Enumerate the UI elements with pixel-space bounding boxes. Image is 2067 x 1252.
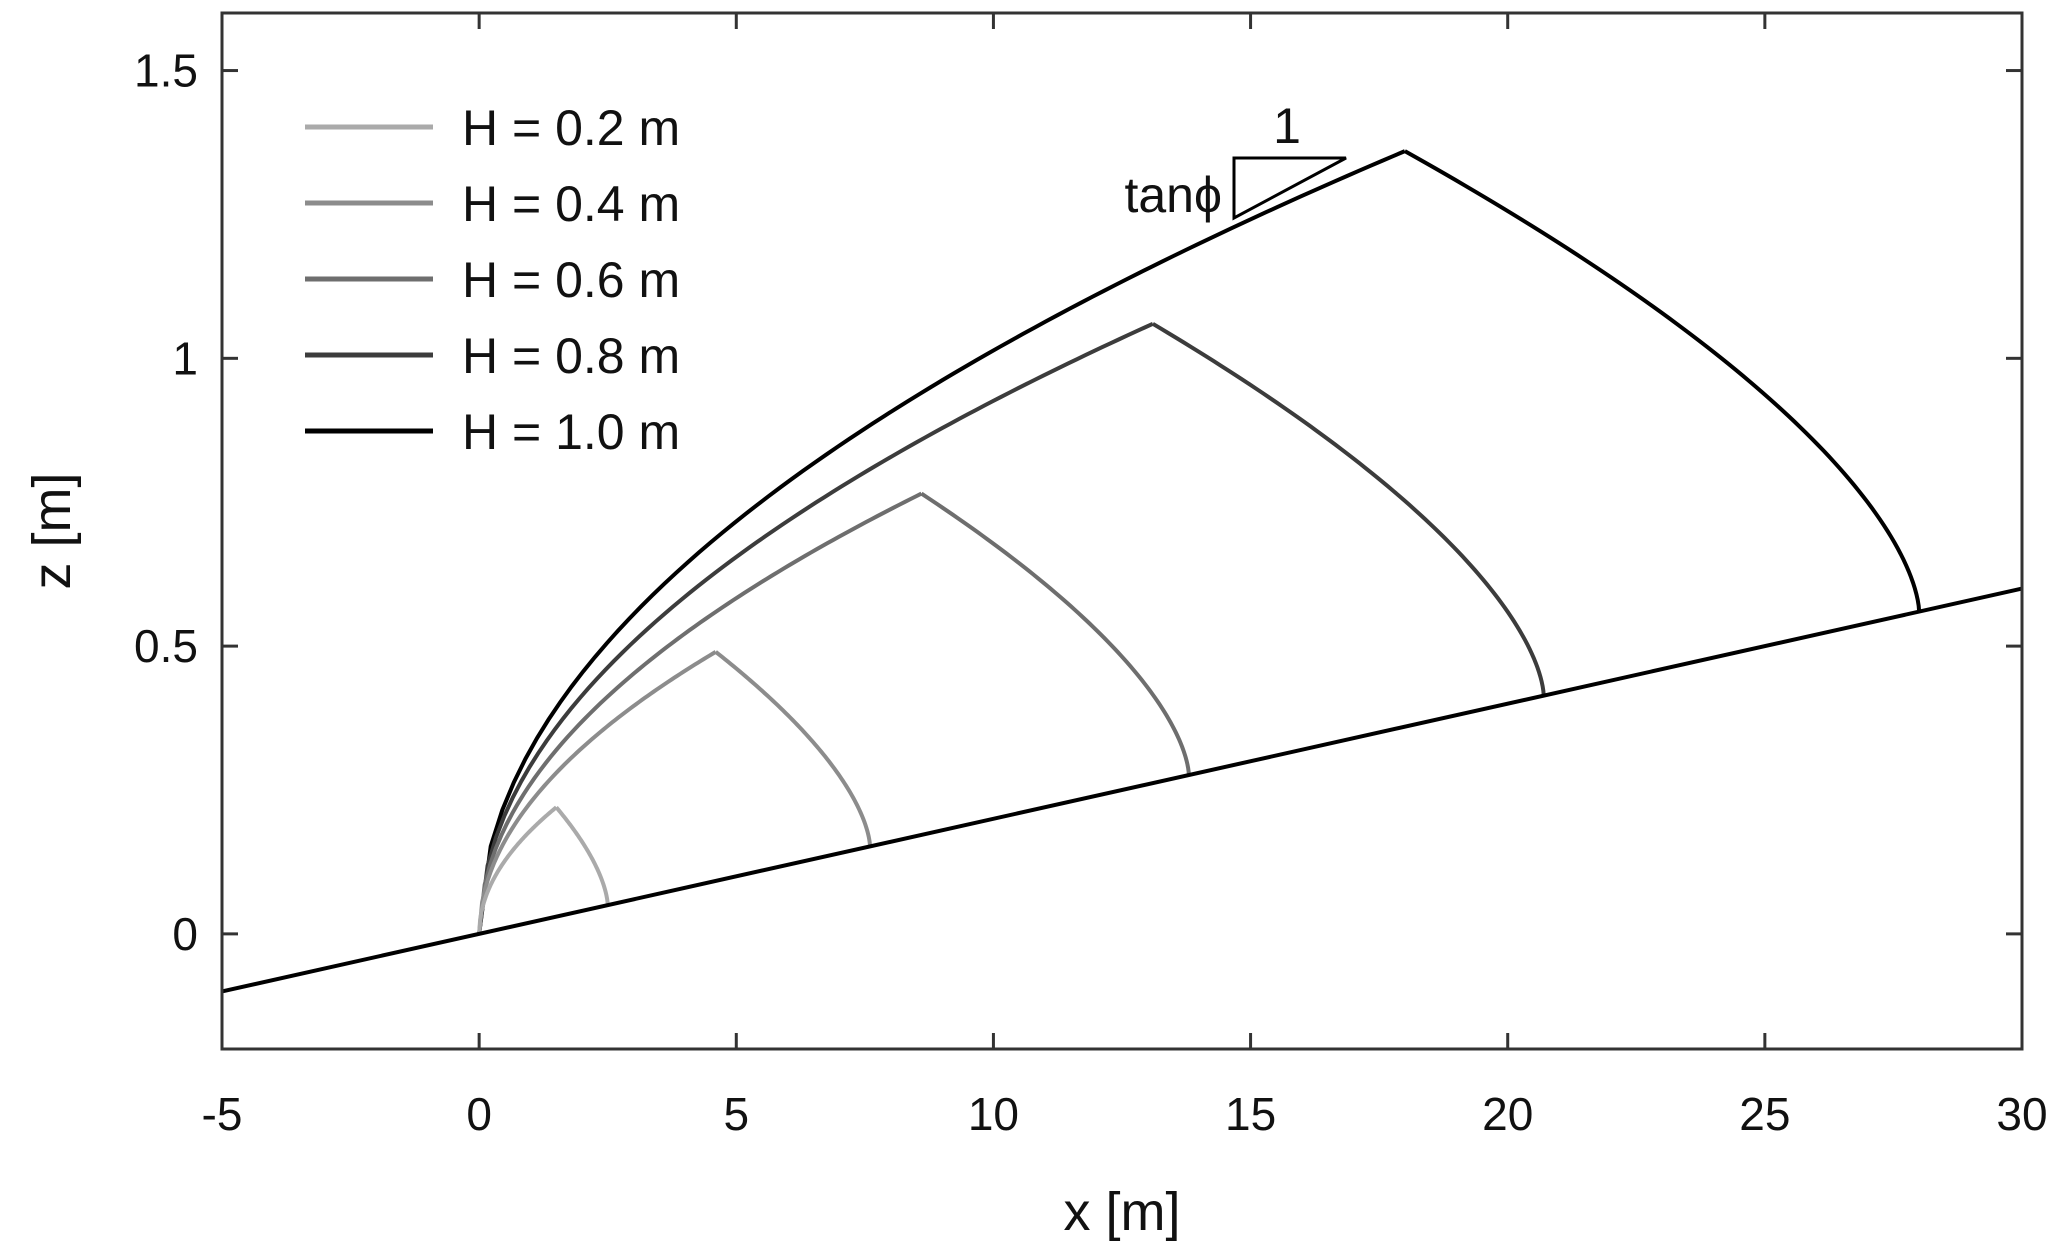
y-tick-label: 1 <box>172 332 198 384</box>
series-line-h02-upper <box>477 805 558 935</box>
legend: H = 0.2 m H = 0.4 m H = 0.6 m H = 0.8 m H = … <box>305 100 680 460</box>
plot-frame <box>220 11 2024 1051</box>
legend-label: H = 1.0 m <box>462 404 680 460</box>
x-tick-label: -5 <box>202 1088 243 1140</box>
x-tick-label: 30 <box>1996 1088 2047 1140</box>
slope-run-label: 1 <box>1273 98 1301 154</box>
x-tick-label: 15 <box>1225 1088 1276 1140</box>
legend-entry: H = 1.0 m <box>305 404 680 460</box>
legend-entry: H = 0.2 m <box>305 100 680 156</box>
slope-rise-label: tanϕ <box>1124 167 1222 223</box>
series-line-h10-front <box>1403 149 1922 612</box>
plot-area <box>222 13 2022 1049</box>
series-curves <box>477 149 1922 935</box>
y-tick-label: 1.5 <box>134 45 198 97</box>
legend-label: H = 0.2 m <box>462 100 680 156</box>
x-tick-label: 5 <box>723 1088 749 1140</box>
x-tick-labels: -5 0 5 10 15 20 25 30 <box>202 1088 2048 1140</box>
series-line-h02-front <box>554 805 610 906</box>
y-tick-labels: 0 0.5 1 1.5 <box>134 45 198 960</box>
series-line-h10-upper <box>477 149 1406 935</box>
beach-slope <box>221 586 2023 994</box>
legend-label: H = 0.4 m <box>462 176 680 232</box>
y-axis-label: z [m] <box>22 473 82 590</box>
legend-label: H = 0.8 m <box>462 328 680 384</box>
slope-triangle <box>1232 156 1347 221</box>
series-line-h08-front <box>1151 322 1546 696</box>
x-tick-label: 25 <box>1739 1088 1790 1140</box>
series-line-h06-upper <box>477 491 923 935</box>
series-line-h08-upper <box>477 321 1154 935</box>
slope-line <box>221 586 2023 994</box>
axis-ticks <box>220 13 2024 1049</box>
x-tick-label: 20 <box>1482 1088 1533 1140</box>
slope-annotation: 1 tanϕ <box>1124 98 1347 223</box>
legend-entry: H = 0.6 m <box>305 252 680 308</box>
series-line-h06-front <box>920 491 1191 776</box>
series-line-h04-upper <box>477 650 717 935</box>
y-tick-label: 0.5 <box>134 620 198 672</box>
legend-label: H = 0.6 m <box>462 252 680 308</box>
x-tick-label: 10 <box>968 1088 1019 1140</box>
x-axis-label: x [m] <box>1064 1182 1181 1242</box>
legend-entry: H = 0.8 m <box>305 328 680 384</box>
y-tick-label: 0 <box>172 908 198 960</box>
series-line-h04-front <box>714 650 872 847</box>
x-tick-label: 0 <box>466 1088 492 1140</box>
legend-entry: H = 0.4 m <box>305 176 680 232</box>
